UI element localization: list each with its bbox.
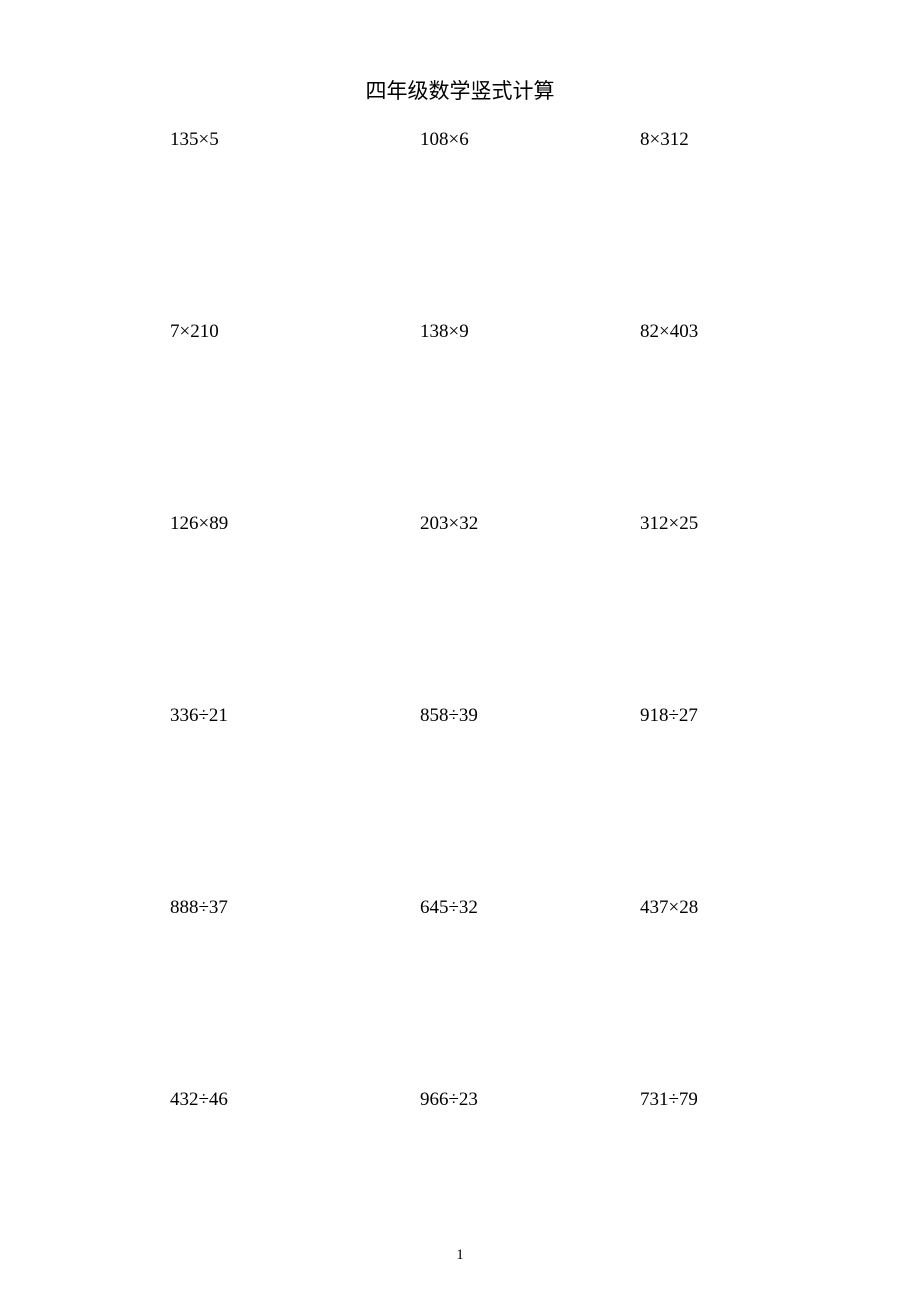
problem-cell: 82×403 — [640, 321, 750, 513]
worksheet-page: 四年级数学竖式计算 135×5 108×6 8×312 7×210 138×9 … — [0, 0, 920, 1302]
problem-cell: 138×9 — [420, 321, 640, 513]
problem-cell: 108×6 — [420, 129, 640, 321]
problem-cell: 203×32 — [420, 513, 640, 705]
page-number: 1 — [0, 1247, 920, 1264]
problem-cell: 336÷21 — [170, 705, 420, 897]
problem-cell: 7×210 — [170, 321, 420, 513]
problem-cell: 8×312 — [640, 129, 750, 321]
worksheet-title: 四年级数学竖式计算 — [170, 75, 750, 105]
problem-cell: 126×89 — [170, 513, 420, 705]
problem-cell: 645÷32 — [420, 897, 640, 1089]
problem-cell: 888÷37 — [170, 897, 420, 1089]
problem-cell: 858÷39 — [420, 705, 640, 897]
problem-cell: 135×5 — [170, 129, 420, 321]
problem-cell: 918÷27 — [640, 705, 750, 897]
problem-cell: 437×28 — [640, 897, 750, 1089]
problem-cell: 312×25 — [640, 513, 750, 705]
problems-grid: 135×5 108×6 8×312 7×210 138×9 82×403 126… — [170, 129, 750, 1281]
